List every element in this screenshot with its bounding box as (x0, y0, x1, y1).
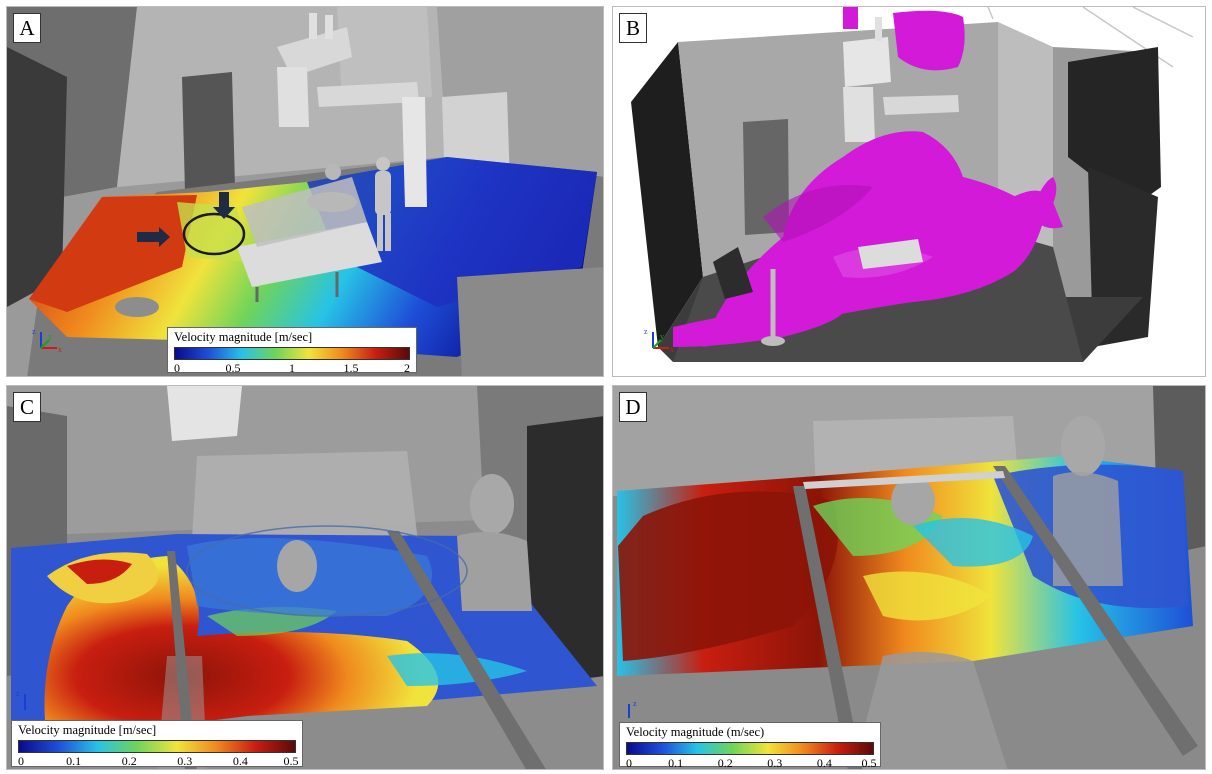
panel-label: C (13, 392, 41, 422)
axis-z-label: z (644, 327, 648, 336)
axis-z-label: z (633, 699, 637, 708)
axis-y-label: y (48, 332, 52, 341)
legend-title: Velocity magnitude [m/sec] (18, 723, 157, 737)
legend-tick: 0.4 (232, 754, 248, 768)
legend-color-bar (18, 740, 296, 753)
panel-c: C z Velocity magnitude [m/sec] 0 0.1 0.2… (6, 385, 604, 770)
velocity-legend: Velocity magnitude (m/sec) 0 0.1 0.2 0.3… (619, 722, 881, 770)
legend-tick: 0 (174, 361, 180, 375)
legend-tick: 0.3 (177, 754, 193, 768)
panel-b: B z y x (612, 6, 1206, 377)
axis-y-label: y (660, 332, 664, 341)
panel-d-scene (613, 386, 1205, 769)
panel-c-scene (7, 386, 603, 769)
panel-label: A (13, 13, 41, 43)
legend-tick: 0.2 (717, 756, 733, 770)
panel-label: D (619, 392, 647, 422)
legend-tick: 0.2 (121, 754, 137, 768)
legend-tick: 0 (18, 754, 24, 768)
legend-tick: 2 (404, 361, 410, 375)
legend-title: Velocity magnitude (m/sec) (626, 725, 765, 739)
legend-tick: 0.1 (66, 754, 82, 768)
legend-tick: 0.3 (767, 756, 783, 770)
legend-title: Velocity magnitude [m/sec] (174, 330, 313, 344)
panel-d: D z Velocity magnitude (m/sec) 0 0.1 0.2… (612, 385, 1206, 770)
panel-label: B (619, 13, 647, 43)
legend-color-bar (626, 742, 874, 755)
axis-z-label: z (16, 689, 20, 698)
legend-tick: 0.5 (861, 756, 877, 770)
velocity-legend: Velocity magnitude [m/sec] 0 0.1 0.2 0.3… (11, 720, 303, 768)
legend-tick: 1.5 (343, 361, 359, 375)
axis-triad: z y x (32, 327, 62, 354)
legend-ticks: 0 0.5 1 1.5 2 (174, 360, 410, 375)
axis-triad: z (619, 696, 653, 726)
legend-tick: 1 (289, 361, 295, 375)
axis-triad: z (15, 688, 49, 718)
legend-ticks: 0 0.1 0.2 0.3 0.4 0.5 (626, 755, 877, 770)
axis-x-label: x (58, 345, 62, 354)
legend-tick: 0.5 (283, 754, 299, 768)
panel-a: A z y x Velocity magnitude [m/sec] 0 0.5… (6, 6, 604, 377)
legend-color-bar (174, 347, 410, 360)
legend-tick: 0 (626, 756, 632, 770)
legend-tick: 0.4 (816, 756, 832, 770)
axis-z-label: z (32, 327, 36, 336)
axis-triad: z y x (644, 327, 674, 354)
axis-x-label: x (670, 345, 674, 354)
panel-b-scene (613, 7, 1205, 376)
velocity-legend: Velocity magnitude [m/sec] 0 0.5 1 1.5 2 (167, 327, 417, 375)
legend-ticks: 0 0.1 0.2 0.3 0.4 0.5 (18, 753, 299, 768)
legend-tick: 0.1 (668, 756, 684, 770)
legend-tick: 0.5 (225, 361, 241, 375)
panel-a-scene (7, 7, 603, 376)
